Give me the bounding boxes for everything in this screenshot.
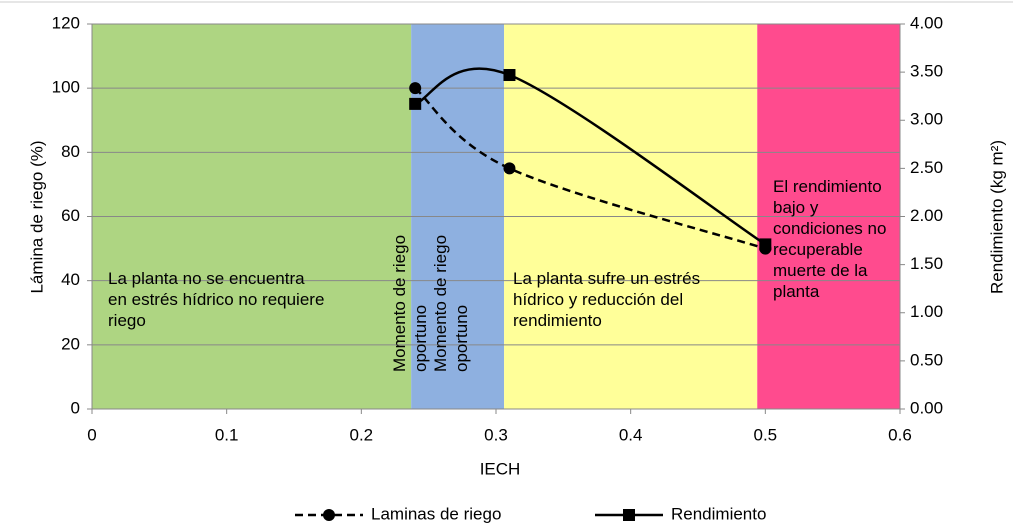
point (409, 97, 422, 110)
x-tick-label: 0.1 (215, 425, 239, 444)
y-tick-label: 80 (61, 142, 80, 161)
point (503, 162, 516, 175)
y2-tick-label: 2.50 (910, 158, 943, 177)
y2-tick-label: 0.00 (910, 398, 943, 417)
y-tick-label: 40 (61, 270, 80, 289)
y-tick-label: 120 (52, 13, 80, 32)
y2-tick-label: 0.50 (910, 350, 943, 369)
y-tick-label: 60 (61, 206, 80, 225)
y-tick-label: 100 (52, 78, 80, 97)
legend-label: Rendimiento (671, 504, 766, 523)
y2-tick-label: 4.00 (910, 13, 943, 32)
x-tick-label: 0.5 (754, 425, 778, 444)
y-axis-title: Lámina de riego (%) (27, 140, 46, 293)
x-tick-label: 0.4 (619, 425, 643, 444)
series-line (414, 87, 766, 250)
y2-tick-label: 3.00 (910, 110, 943, 129)
legend-marker (623, 509, 635, 521)
point (503, 69, 516, 82)
point (409, 82, 422, 95)
x-tick-label: 0.6 (888, 425, 912, 444)
region-label: La planta sufre un estrés hídrico y redu… (513, 269, 701, 330)
region-label: Momento de riego oportuno (390, 234, 430, 372)
series-line (414, 67, 767, 246)
x-tick-label: 0 (87, 425, 96, 444)
point (759, 238, 772, 251)
legend-marker (323, 509, 335, 521)
x-tick-label: 0.3 (484, 425, 508, 444)
region-label: La planta no se encuentra en estrés hídr… (108, 269, 325, 330)
x-tick-label: 0.2 (350, 425, 374, 444)
y2-axis-title: Rendimiento (kg m²) (987, 140, 1006, 294)
region-label: Momento de riego oportuno (431, 234, 471, 372)
y-tick-label: 20 (61, 334, 80, 353)
y2-tick-label: 2.00 (910, 206, 943, 225)
x-axis-title: IECH (480, 459, 521, 478)
region-label: El rendimiento bajo y condiciones no rec… (773, 177, 887, 301)
y2-tick-label: 1.00 (910, 302, 943, 321)
legend-label: Laminas de riego (371, 504, 501, 523)
y-tick-label: 0 (71, 398, 80, 417)
y2-tick-label: 3.50 (910, 62, 943, 81)
y2-tick-label: 1.50 (910, 254, 943, 273)
